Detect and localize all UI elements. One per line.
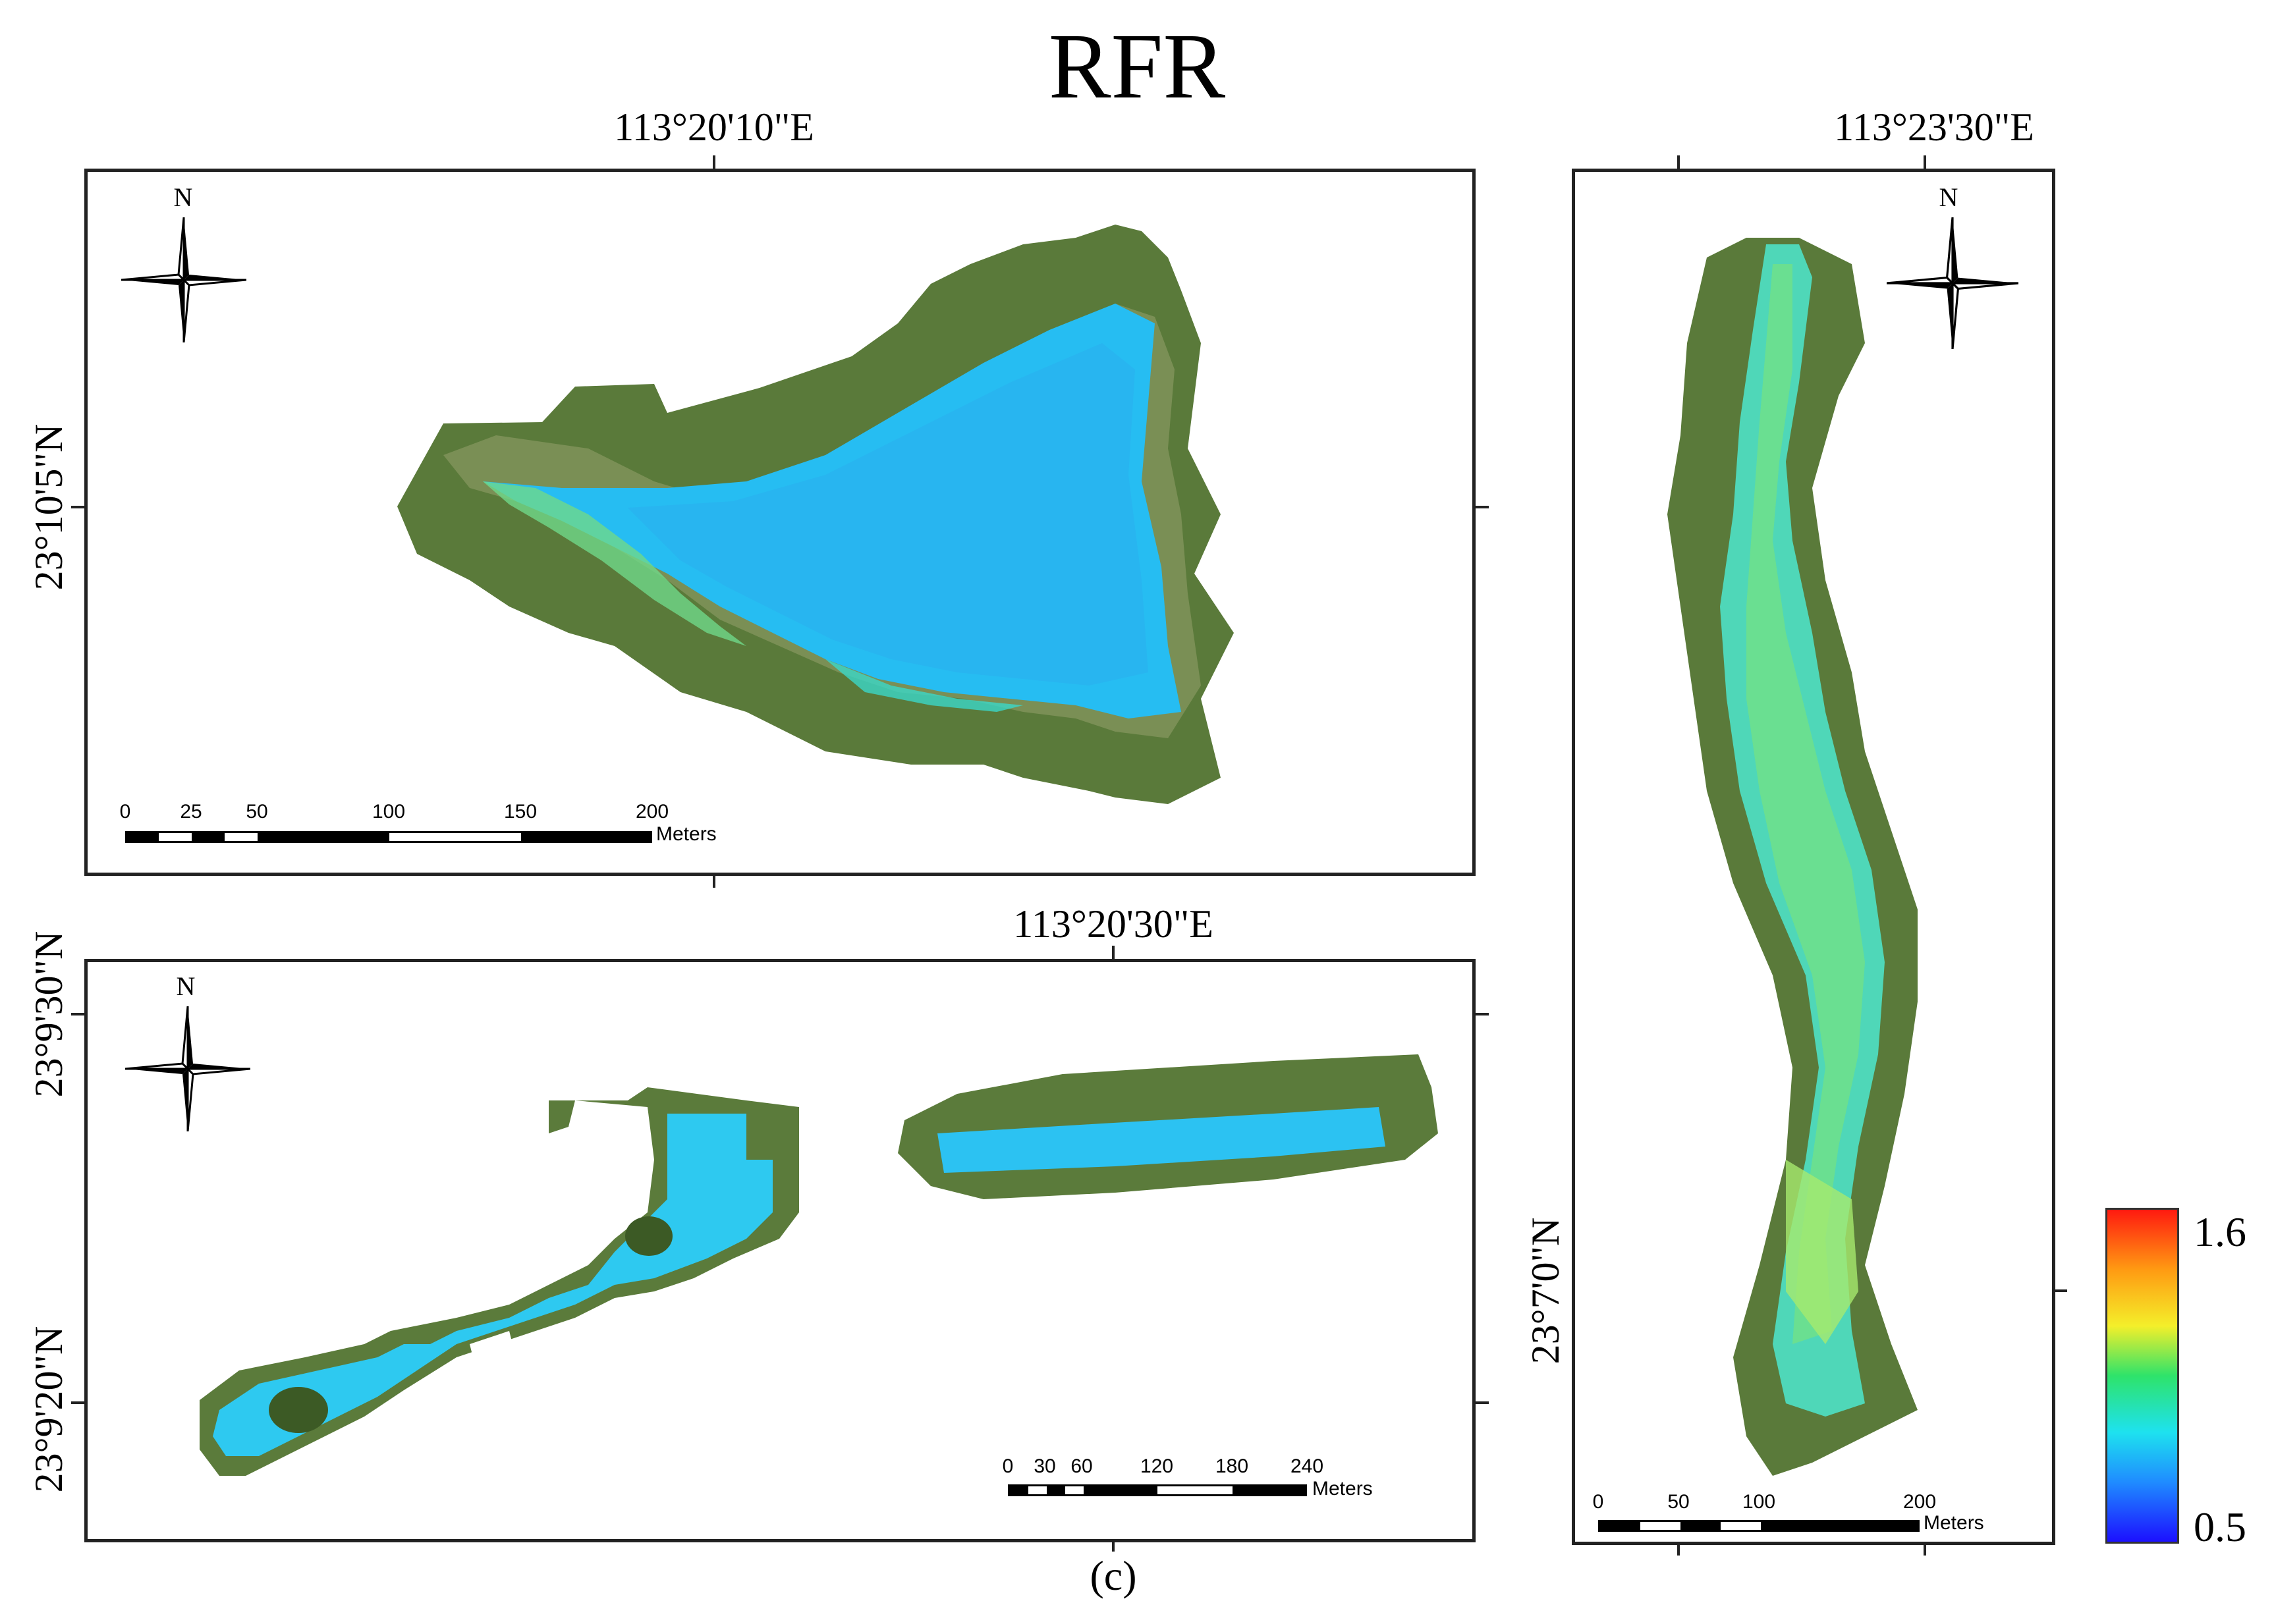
scale-bar-right [1598, 1520, 1920, 1532]
scale-tick-label: 0 [1592, 1491, 1604, 1513]
map-frame-bottom-left [84, 959, 1476, 1542]
longitude-tick-bottom [1924, 1541, 1926, 1556]
longitude-tick [713, 155, 715, 170]
scale-tick-label: 200 [635, 801, 669, 823]
compass-rose-icon [125, 1006, 250, 1131]
scale-tick-label: 120 [1140, 1455, 1174, 1477]
compass-rose-icon [121, 217, 246, 342]
longitude-tick [1112, 946, 1115, 960]
scale-tick-label: 50 [246, 801, 268, 823]
scale-tick-label: 240 [1290, 1455, 1324, 1477]
longitude-label-top-left: 113°20'10"E [614, 105, 814, 149]
color-ramp-legend [2105, 1208, 2179, 1544]
latitude-tick-right [1474, 506, 1489, 508]
longitude-tick-bottom [713, 873, 715, 888]
figure-caption: (c) [1090, 1552, 1137, 1599]
north-label: N [173, 182, 193, 212]
scale-tick-label: 30 [1034, 1455, 1056, 1477]
latitude-tick-right [2053, 1289, 2067, 1292]
figure-title: RFR [1048, 14, 1226, 118]
legend-min-label: 0.5 [2194, 1503, 2246, 1550]
scale-labels-top-left: 0 25 50 100 150 200 [120, 801, 669, 827]
latitude-tick [71, 506, 86, 508]
scale-tick-label: 50 [1667, 1491, 1690, 1513]
scale-tick-label: 60 [1070, 1455, 1093, 1477]
scale-bar-top-left [125, 831, 652, 843]
map-frame-top-left [84, 169, 1476, 876]
scale-tick-label: 150 [503, 801, 538, 823]
scale-tick-label: 200 [1902, 1491, 1937, 1513]
latitude-tick [71, 1401, 86, 1404]
latitude-tick-right [1474, 1401, 1489, 1404]
longitude-tick-bottom [1677, 1541, 1680, 1556]
latitude-label-right: 23°7'0"N [1524, 1217, 1567, 1365]
pond-map-top-left [397, 225, 1234, 804]
scale-labels-right: 0 50 100 200 [1593, 1491, 1936, 1517]
north-label: N [1939, 182, 1958, 212]
scale-labels-bottom-left: 0 30 60 120 180 240 [1003, 1455, 1323, 1482]
scale-tick-label: 100 [1742, 1491, 1776, 1513]
legend-max-label: 1.6 [2194, 1208, 2246, 1255]
map-frame-right [1572, 169, 2055, 1545]
latitude-tick-right [1474, 1013, 1489, 1015]
longitude-tick [1924, 155, 1926, 170]
scale-unit-right: Meters [1924, 1512, 1984, 1534]
compass-rose-icon [1887, 217, 2018, 349]
latitude-label-bottom-left-top: 23°9'30"N [27, 931, 70, 1098]
north-label: N [176, 971, 196, 1001]
latitude-label-top-left: 23°10'5"N [27, 423, 70, 591]
longitude-tick [1677, 155, 1680, 170]
scale-tick-label: 180 [1215, 1455, 1249, 1477]
longitude-label-bottom-left: 113°20'30"E [1013, 902, 1213, 946]
scale-bar-bottom-left [1008, 1484, 1307, 1496]
scale-tick-label: 0 [119, 801, 131, 823]
river-map-right [1667, 238, 1918, 1476]
scale-unit-bottom-left: Meters [1312, 1478, 1373, 1500]
scale-tick-label: 100 [372, 801, 406, 823]
scale-tick-label: 25 [180, 801, 202, 823]
scale-unit-top-left: Meters [656, 823, 717, 845]
longitude-label-right: 113°23'30"E [1834, 105, 2034, 149]
latitude-label-bottom-left-bottom: 23°9'20"N [27, 1326, 70, 1493]
scale-tick-label: 0 [1002, 1455, 1014, 1477]
pond-map-bottom-left [200, 1054, 1438, 1476]
latitude-tick [71, 1013, 86, 1015]
